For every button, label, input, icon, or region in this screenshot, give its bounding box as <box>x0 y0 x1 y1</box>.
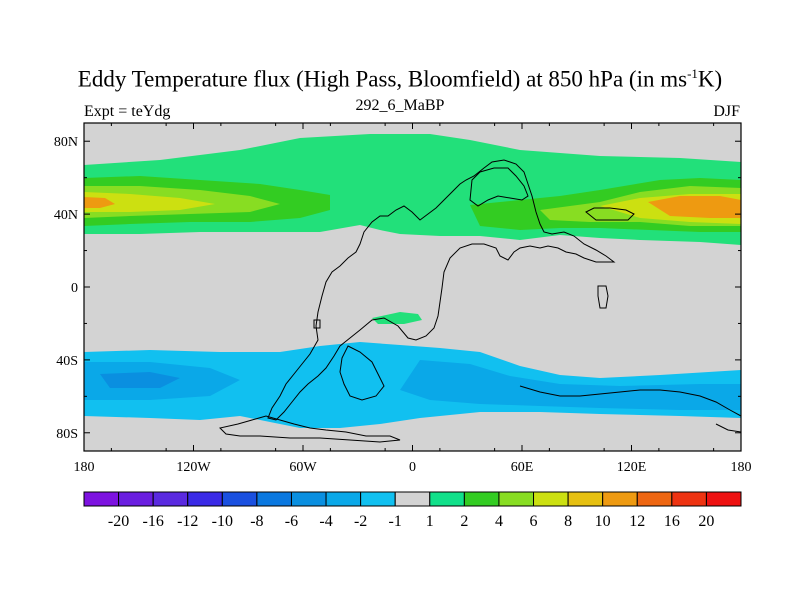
map-subtitle: 292_6_MaBP <box>355 97 445 114</box>
colorbar-label: 10 <box>595 513 611 530</box>
coastline-south-continent <box>219 415 401 443</box>
y-tick-label: 40N <box>54 208 78 223</box>
colorbar-label: -12 <box>177 513 198 530</box>
colorbar-label: -8 <box>250 513 263 530</box>
colorbar-label: 20 <box>698 513 714 530</box>
map-title: Eddy Temperature flux (High Pass, Bloomf… <box>77 66 723 92</box>
x-tick-label: 120W <box>176 460 211 475</box>
colorbar-swatch <box>498 491 535 507</box>
colorbar-label: 6 <box>530 513 538 530</box>
colorbar-swatch <box>325 491 362 507</box>
colorbar-swatch <box>394 491 431 507</box>
coastline-east-australia <box>519 385 741 417</box>
colorbar-swatch <box>463 491 500 507</box>
sh-band-blue <box>100 372 180 388</box>
colorbar-label: 12 <box>629 513 645 530</box>
coastline-north-inner <box>469 167 529 207</box>
colorbar-swatch <box>429 491 465 507</box>
colorbar-swatch <box>602 491 638 507</box>
flux-field <box>84 134 741 428</box>
colorbar-swatch <box>83 491 120 507</box>
nh-band-orange-east <box>648 196 741 218</box>
x-tick-label: 60W <box>289 460 317 475</box>
map-plot-area <box>83 122 742 452</box>
colorbar-swatch <box>533 491 569 507</box>
y-tick-label: 80N <box>54 135 78 150</box>
island-west <box>313 319 321 329</box>
y-tick-label: 80S <box>56 427 78 442</box>
colorbar-label: 2 <box>460 513 468 530</box>
x-tick-label: 180 <box>731 460 752 475</box>
colorbar-label: 16 <box>664 513 680 530</box>
island-small <box>597 285 609 309</box>
colorbar-swatch <box>118 491 154 507</box>
colorbar-label: -16 <box>142 513 163 530</box>
coastlines <box>219 159 741 443</box>
colorbar-label: 4 <box>495 513 503 530</box>
x-tick-label: 180 <box>74 460 95 475</box>
tropical-patch <box>372 312 422 324</box>
colorbar-swatch <box>671 491 707 507</box>
colorbar-label: -20 <box>108 513 129 530</box>
colorbar <box>83 491 742 507</box>
colorbar-swatch <box>221 491 258 507</box>
colorbar-swatch <box>360 491 396 507</box>
coastline-americas <box>267 159 616 421</box>
colorbar-label: 1 <box>426 513 434 530</box>
axis-ticks <box>83 123 742 451</box>
colorbar-label: -10 <box>212 513 233 530</box>
title-superscript: -1 <box>687 66 698 81</box>
y-axis-tick-labels: 80N 40N 0 40S 80S <box>54 135 78 442</box>
colorbar-swatch <box>636 491 673 507</box>
colorbar-swatch <box>290 491 327 507</box>
colorbar-swatch <box>567 491 604 507</box>
coastline-antarctica-east <box>715 423 741 433</box>
experiment-label: Expt = teYdg <box>84 103 171 120</box>
colorbar-label: -6 <box>285 513 298 530</box>
colorbar-swatch <box>256 491 292 507</box>
x-tick-label: 60E <box>511 460 534 475</box>
nh-band-yellow-west <box>84 192 215 212</box>
colorbar-labels: -20 -16 -12 -10 -8 -6 -4 -2 -1 1 2 4 6 8 10 12 16 20 <box>108 513 715 530</box>
x-tick-label: 0 <box>409 460 416 475</box>
colorbar-label: -1 <box>389 513 402 530</box>
season-label: DJF <box>713 103 740 120</box>
x-tick-label: 120E <box>617 460 647 475</box>
x-axis-tick-labels: 180 120W 60W 0 60E 120E 180 <box>74 460 752 475</box>
colorbar-swatch <box>187 491 223 507</box>
nh-band-orange-west <box>84 197 115 208</box>
coastline-east-arm <box>585 207 635 221</box>
colorbar-label: 8 <box>564 513 572 530</box>
colorbar-swatch <box>152 491 189 507</box>
y-tick-label: 40S <box>56 354 78 369</box>
colorbar-swatch <box>705 491 742 507</box>
coastline-africa <box>339 345 385 401</box>
y-tick-label: 0 <box>71 281 78 296</box>
sh-band-mid-blue-east <box>400 360 741 410</box>
colorbar-label: -4 <box>319 513 332 530</box>
colorbar-label: -2 <box>354 513 367 530</box>
